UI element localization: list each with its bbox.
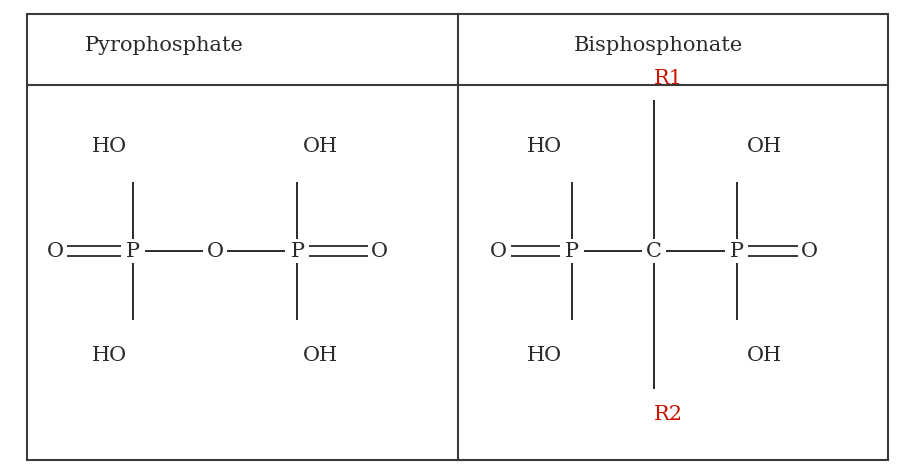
Text: O: O [490,242,507,261]
Text: P: P [565,242,579,261]
Text: OH: OH [303,346,338,365]
Text: HO: HO [92,137,127,156]
Text: HO: HO [92,346,127,365]
Text: O: O [802,242,818,261]
Text: O: O [47,242,63,261]
Text: OH: OH [303,137,338,156]
Text: O: O [371,242,388,261]
Text: HO: HO [527,137,562,156]
Text: OH: OH [747,346,781,365]
Text: O: O [207,242,223,261]
Text: C: C [646,242,662,261]
Text: P: P [729,242,744,261]
Text: HO: HO [527,346,562,365]
Text: Pyrophosphate: Pyrophosphate [85,36,244,55]
Text: Bisphosphonate: Bisphosphonate [575,36,743,55]
Text: OH: OH [747,137,781,156]
Text: R1: R1 [653,69,683,88]
Text: R2: R2 [653,405,683,424]
Text: P: P [125,242,140,261]
Text: P: P [290,242,305,261]
